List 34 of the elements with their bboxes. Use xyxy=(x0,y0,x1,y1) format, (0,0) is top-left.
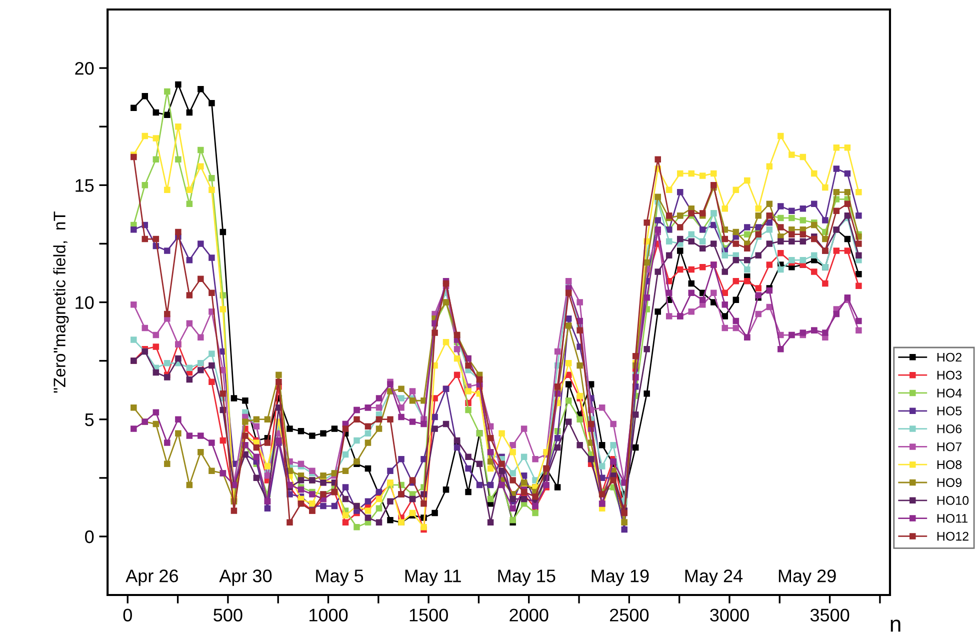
y-axis-title: "Zero"magnetic field, nT xyxy=(53,211,69,393)
x-tick-label: 3500 xyxy=(810,608,850,622)
annotation: Apr 26 xyxy=(126,570,178,586)
annotation: May 29 xyxy=(778,570,836,586)
y-tick-label: 0 xyxy=(85,530,94,544)
annotation: May 24 xyxy=(685,570,743,586)
legend-label: HO11 xyxy=(937,514,968,523)
x-tick-label: 2500 xyxy=(610,608,649,622)
legend-label: HO12 xyxy=(937,532,968,541)
y-tick-label: 10 xyxy=(76,296,94,309)
legend-label: HO9 xyxy=(937,478,962,487)
annotation: May 5 xyxy=(316,570,364,586)
legend-label: HO10 xyxy=(937,496,969,505)
y-tick-label: 5 xyxy=(85,413,94,426)
y-tick-label: 15 xyxy=(76,179,94,192)
legend-label: HO8 xyxy=(937,460,962,470)
x-tick-label: 500 xyxy=(214,608,242,622)
annotation: May 19 xyxy=(592,570,649,586)
x-tick-label: 0 xyxy=(123,608,132,622)
annotation: May 15 xyxy=(498,570,556,586)
legend-label: HO4 xyxy=(937,388,962,398)
x-tick-label: 1000 xyxy=(310,608,348,622)
legend-label: HO2 xyxy=(937,352,962,362)
x-tick-label: 3000 xyxy=(710,608,749,622)
y-tick-label: 20 xyxy=(75,62,94,75)
legend-label: HO3 xyxy=(937,370,962,380)
x-tick-label: 1500 xyxy=(410,608,448,622)
annotation: May 11 xyxy=(405,570,461,586)
x-tick-label: 2000 xyxy=(510,608,548,622)
annotation: Apr 30 xyxy=(219,570,272,586)
legend-label: HO5 xyxy=(937,406,962,416)
legend-label: HO7 xyxy=(937,442,962,452)
x-axis-title: n xyxy=(890,620,900,632)
legend-label: HO6 xyxy=(937,424,962,434)
